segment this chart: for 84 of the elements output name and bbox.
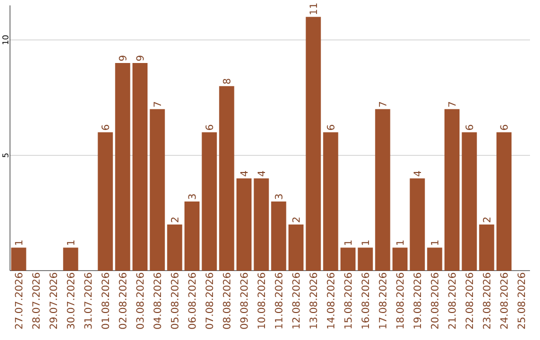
data-label: 7 bbox=[448, 102, 456, 107]
data-label: 4 bbox=[258, 170, 265, 176]
x-tick-label: 19.08.2026 bbox=[414, 272, 422, 328]
bar bbox=[375, 109, 390, 271]
data-label: 4 bbox=[414, 170, 421, 176]
bar bbox=[444, 109, 460, 271]
x-tick-label: 06.08.2026 bbox=[188, 272, 196, 329]
x-tick-label: 10.08.2026 bbox=[258, 272, 266, 328]
data-label: 3 bbox=[188, 194, 196, 200]
x-tick-label: 28.07.2026 bbox=[32, 272, 40, 329]
x-tick-label: 21.08.2026 bbox=[448, 272, 456, 329]
bar bbox=[358, 248, 373, 271]
data-label: 1 bbox=[67, 240, 74, 245]
bar bbox=[219, 86, 234, 271]
data-label: 1 bbox=[431, 240, 438, 245]
data-label: 11 bbox=[310, 3, 317, 14]
x-tick-label: 24.08.2026 bbox=[500, 272, 508, 329]
bar bbox=[236, 178, 252, 271]
x-tick-label: 23.08.2026 bbox=[482, 272, 490, 329]
x-tick-label: 11.08.2026 bbox=[274, 272, 282, 328]
x-tick-label: 15.08.2026 bbox=[344, 272, 352, 328]
x-tick-label: 18.08.2026 bbox=[396, 272, 404, 328]
data-label: 1 bbox=[15, 240, 22, 245]
bar bbox=[496, 132, 512, 271]
x-tick-label: 17.08.2026 bbox=[378, 272, 386, 328]
bar bbox=[184, 201, 200, 271]
bar bbox=[392, 248, 408, 271]
x-tick-label: 20.08.2026 bbox=[430, 272, 438, 329]
x-tick-label: 16.08.2026 bbox=[362, 272, 370, 328]
data-label: 8 bbox=[222, 78, 230, 84]
y-tick-label: 10 bbox=[2, 35, 8, 44]
data-label: 6 bbox=[206, 124, 214, 130]
data-label: 6 bbox=[500, 124, 508, 130]
bar bbox=[98, 132, 113, 271]
x-tick-label: 31.07.2026 bbox=[84, 272, 92, 329]
bar bbox=[410, 178, 425, 271]
data-label: 1 bbox=[344, 240, 352, 245]
data-label: 7 bbox=[154, 102, 161, 107]
x-tick-label: 05.08.2026 bbox=[170, 272, 178, 329]
x-tick-label: 30.07.2026 bbox=[66, 272, 74, 329]
bar bbox=[288, 224, 304, 271]
x-tick-label: 27.07.2026 bbox=[14, 272, 22, 329]
data-label: 2 bbox=[482, 218, 490, 222]
x-tick-label: 03.08.2026 bbox=[136, 272, 144, 329]
data-label: 7 bbox=[379, 102, 386, 107]
x-tick-label: 29.07.2026 bbox=[50, 272, 58, 329]
x-tick-label: 12.08.2026 bbox=[292, 272, 300, 328]
bar bbox=[63, 248, 78, 271]
bar bbox=[323, 132, 338, 271]
bar bbox=[254, 178, 269, 271]
x-tick-label: 07.08.2026 bbox=[206, 272, 214, 329]
data-label: 1 bbox=[396, 240, 404, 245]
bar bbox=[167, 224, 182, 271]
x-tick-label: 25.08.2026 bbox=[518, 272, 526, 329]
bar bbox=[11, 248, 26, 271]
y-tick-label: 5 bbox=[2, 153, 8, 158]
bar bbox=[132, 63, 148, 271]
x-tick-label: 02.08.2026 bbox=[118, 272, 126, 329]
bar bbox=[306, 16, 321, 271]
bar bbox=[150, 109, 165, 271]
data-label: 6 bbox=[326, 124, 334, 130]
data-label: 4 bbox=[240, 170, 248, 176]
x-tick-label: 08.08.2026 bbox=[222, 272, 230, 329]
x-tick-label: 22.08.2026 bbox=[466, 272, 474, 329]
data-label: 1 bbox=[362, 240, 369, 245]
bar bbox=[202, 132, 217, 271]
x-tick-label: 14.08.2026 bbox=[326, 272, 334, 328]
bar bbox=[340, 248, 356, 271]
bar bbox=[427, 248, 442, 271]
data-label: 3 bbox=[274, 194, 282, 200]
x-tick-label: 04.08.2026 bbox=[154, 272, 162, 329]
bar bbox=[462, 132, 477, 271]
data-label: 2 bbox=[170, 218, 178, 222]
x-tick-label: 01.08.2026 bbox=[102, 272, 110, 329]
bar bbox=[271, 201, 286, 271]
data-label: 2 bbox=[292, 218, 300, 222]
data-label: 9 bbox=[118, 56, 126, 61]
data-label: 6 bbox=[102, 124, 110, 130]
x-tick-label: 09.08.2026 bbox=[240, 272, 248, 329]
x-tick-label: 13.08.2026 bbox=[310, 272, 318, 328]
bar bbox=[115, 63, 130, 271]
data-label: 9 bbox=[136, 56, 144, 61]
data-label: 6 bbox=[466, 124, 474, 130]
bar bbox=[479, 224, 494, 271]
